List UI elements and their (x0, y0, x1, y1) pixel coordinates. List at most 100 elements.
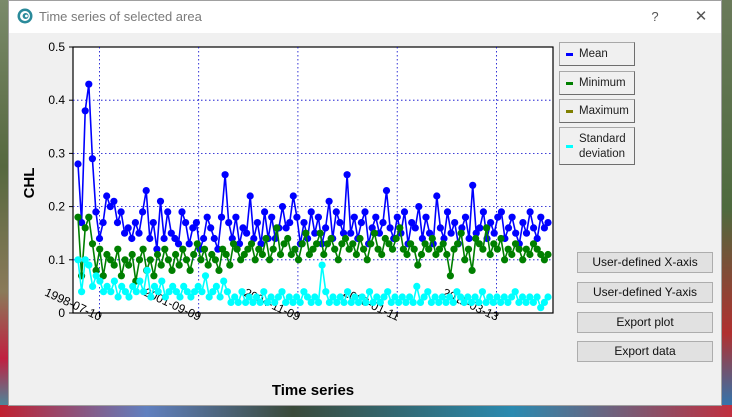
legend-label-minimum: Minimum (579, 77, 626, 89)
data-point-mean (103, 192, 111, 200)
data-point-standard-deviation (158, 277, 166, 285)
data-point-mean (372, 213, 380, 221)
data-point-standard-deviation (245, 293, 253, 301)
data-point-mean (153, 245, 161, 253)
data-point-minimum (262, 234, 270, 243)
data-point-minimum (208, 250, 216, 259)
export-plot-button[interactable]: Export plot (577, 312, 713, 333)
data-point-standard-deviation (526, 293, 534, 301)
legend-item-standard-deviation[interactable]: Standard deviation (559, 127, 635, 165)
data-point-minimum (284, 234, 292, 243)
data-point-standard-deviation (81, 256, 89, 264)
data-point-minimum (88, 240, 97, 248)
data-point-minimum (428, 234, 436, 243)
data-point-minimum (385, 240, 393, 248)
data-point-minimum (533, 245, 541, 253)
data-point-minimum (135, 256, 144, 264)
data-point-mean (418, 234, 426, 243)
user-defined-y-axis-button[interactable]: User-defined Y-axis (577, 282, 713, 303)
data-point-mean (544, 219, 552, 227)
export-data-button[interactable]: Export data (577, 341, 713, 362)
data-point-mean (121, 229, 129, 237)
data-point-minimum (81, 224, 89, 232)
data-point-minimum (302, 229, 310, 237)
data-point-minimum (258, 250, 266, 259)
data-point-minimum (515, 245, 523, 253)
data-point-mean (225, 219, 233, 227)
data-point-standard-deviation (497, 298, 505, 306)
data-point-mean (322, 224, 330, 232)
legend-label-standard: Standard (579, 133, 626, 145)
data-point-standard-deviation (85, 261, 93, 269)
data-point-mean (182, 219, 190, 227)
data-point-standard-deviation (373, 293, 381, 301)
data-point-mean (357, 219, 365, 227)
data-point-mean (92, 208, 100, 216)
data-point-minimum (251, 256, 259, 264)
data-point-minimum (410, 245, 418, 253)
data-point-minimum (305, 250, 313, 259)
data-point-minimum (537, 250, 545, 259)
legend-item-mean[interactable]: Mean (559, 42, 635, 66)
data-point-standard-deviation (314, 298, 323, 306)
data-point-minimum (179, 245, 187, 253)
data-point-standard-deviation (398, 293, 406, 301)
title-bar[interactable]: Time series of selected area ? ✕ (9, 1, 721, 33)
user-defined-x-axis-button[interactable]: User-defined X-axis (577, 252, 713, 273)
data-point-minimum (370, 229, 379, 237)
data-point-standard-deviation (191, 288, 199, 296)
help-button[interactable]: ? (651, 9, 659, 24)
data-point-mean (235, 240, 244, 248)
data-point-mean (192, 219, 200, 227)
data-point-minimum (157, 261, 165, 269)
y-tick-label: 0.3 (48, 146, 65, 160)
data-point-minimum (327, 234, 335, 243)
data-point-mean (95, 234, 104, 243)
data-point-mean (243, 229, 251, 237)
legend-item-minimum[interactable]: Minimum (559, 71, 635, 95)
data-point-standard-deviation (453, 288, 461, 296)
desktop-background-right (722, 0, 732, 417)
data-point-standard-deviation (395, 298, 403, 306)
data-point-standard-deviation (416, 298, 425, 306)
legend-item-maximum[interactable]: Maximum (559, 99, 635, 123)
data-point-minimum (486, 250, 494, 259)
data-point-minimum (388, 245, 397, 253)
data-point-standard-deviation (475, 298, 483, 306)
data-point-minimum (407, 240, 415, 248)
data-point-standard-deviation (209, 288, 217, 296)
data-point-mean (447, 229, 455, 237)
y-tick-label: 0.4 (48, 93, 65, 107)
data-point-minimum (269, 245, 277, 253)
data-point-standard-deviation (212, 282, 220, 290)
data-point-standard-deviation (544, 293, 552, 301)
time-series-plot: 00.10.20.30.40.51998-07-102001-09-092004… (21, 40, 554, 399)
data-point-minimum (414, 261, 422, 269)
data-point-minimum (493, 245, 501, 253)
data-point-mean (110, 197, 118, 205)
data-point-mean (88, 155, 96, 163)
data-point-mean (325, 197, 333, 205)
data-point-mean (400, 208, 409, 216)
data-point-mean (426, 229, 434, 237)
data-point-minimum (92, 266, 100, 274)
data-point-minimum (490, 240, 498, 248)
data-point-minimum (125, 261, 133, 269)
data-point-mean (131, 219, 139, 227)
data-point-mean (436, 224, 444, 232)
data-point-mean (300, 219, 308, 227)
data-point-standard-deviation (442, 298, 450, 306)
data-point-standard-deviation (322, 288, 330, 296)
data-point-minimum (276, 250, 285, 259)
close-button[interactable]: ✕ (694, 8, 708, 25)
y-tick-label: 0.5 (48, 40, 65, 54)
data-point-mean (289, 192, 297, 200)
data-point-minimum (435, 245, 444, 253)
data-point-standard-deviation (515, 298, 523, 306)
data-point-mean (508, 213, 516, 221)
data-point-standard-deviation (256, 298, 264, 306)
legend-swatch-standard-deviation (566, 145, 573, 148)
data-point-standard-deviation (125, 293, 133, 301)
data-point-minimum (255, 245, 263, 253)
data-point-minimum (161, 245, 169, 253)
